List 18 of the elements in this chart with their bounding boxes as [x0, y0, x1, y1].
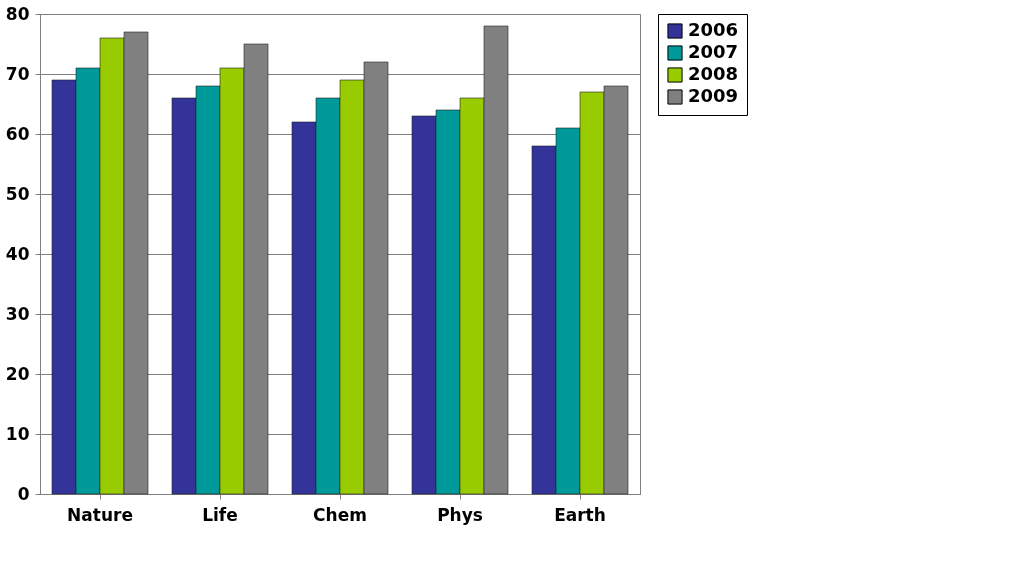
y-tick-label: 40: [5, 243, 30, 264]
y-tick-label: 50: [5, 183, 30, 204]
y-tick-label: 30: [5, 303, 30, 324]
legend-label: 2006: [688, 19, 739, 40]
x-tick-label: Life: [202, 504, 238, 525]
y-tick-label: 20: [5, 363, 30, 384]
x-tick-label: Earth: [554, 504, 606, 525]
y-tick-label: 80: [5, 3, 30, 24]
x-tick-label: Nature: [67, 504, 133, 525]
legend-label: 2009: [688, 85, 739, 106]
legend-label: 2007: [688, 41, 739, 62]
y-tick-label: 70: [5, 63, 30, 84]
x-tick-label: Chem: [313, 504, 367, 525]
legend-label: 2008: [688, 63, 739, 84]
y-tick-label: 60: [5, 123, 30, 144]
y-tick-label: 10: [5, 423, 30, 444]
y-tick-label: 0: [17, 483, 30, 504]
x-tick-label: Phys: [437, 504, 483, 525]
